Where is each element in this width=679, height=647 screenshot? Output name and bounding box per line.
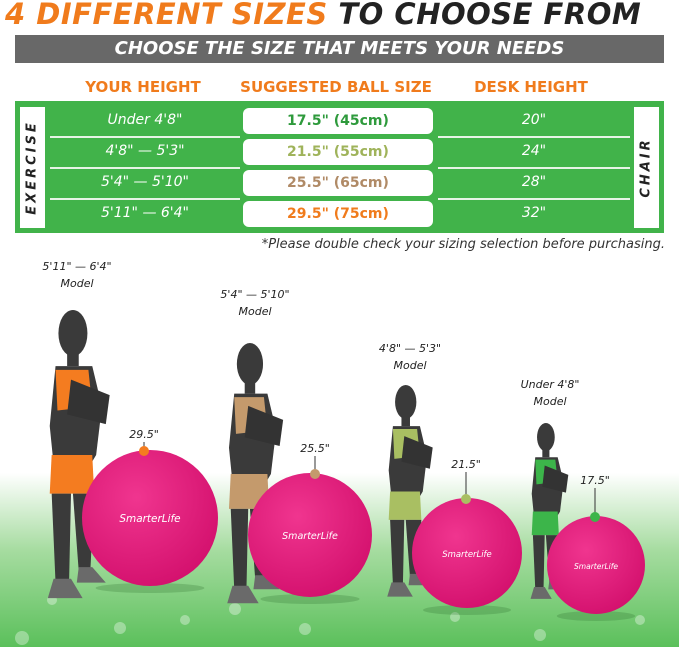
ball-size-marker bbox=[461, 494, 471, 504]
height-cell: 5'4" — 5'10" bbox=[100, 174, 189, 190]
table-row: Under 4'8" 17.5" (45cm) 20" bbox=[15, 105, 664, 138]
model-label: Model bbox=[60, 277, 93, 290]
subtitle-bar: CHOOSE THE SIZE THAT MEETS YOUR NEEDS bbox=[15, 35, 664, 63]
height-cell: 5'11" — 6'4" bbox=[100, 205, 189, 221]
ball-shadow bbox=[423, 605, 511, 615]
exercise-ball bbox=[82, 450, 218, 586]
height-cell: Under 4'8" bbox=[107, 112, 183, 128]
ball-size-cell: 29.5" (75cm) bbox=[243, 201, 433, 227]
column-header-desk: DESK HEIGHT bbox=[474, 78, 588, 96]
ball-size-marker bbox=[590, 512, 600, 522]
ball-size-marker bbox=[310, 469, 320, 479]
chair-label-box: CHAIR bbox=[634, 107, 659, 228]
column-header-height: YOUR HEIGHT bbox=[85, 78, 201, 96]
desk-height-cell: 20" bbox=[521, 112, 547, 128]
ball-shadow bbox=[260, 594, 360, 604]
table-row: 4'8" — 5'3" 21.5" (55cm) 24" bbox=[15, 136, 664, 169]
page-title: 4 DIFFERENT SIZES TO CHOOSE FROM bbox=[5, 0, 675, 31]
ball-shadow bbox=[95, 583, 205, 593]
ball-size-cell: 25.5" (65cm) bbox=[243, 170, 433, 196]
model-group: Under 4'8" Model SmarterLife 17.5" bbox=[521, 378, 645, 621]
models-illustration: 5'11" — 6'4" Model SmarterLife 29.5" 5'4… bbox=[0, 260, 679, 647]
sizing-note: *Please double check your sizing selecti… bbox=[261, 237, 665, 252]
desk-height-cell: 28" bbox=[521, 174, 547, 190]
title-rest: TO CHOOSE FROM bbox=[338, 0, 642, 31]
model-label: Model bbox=[393, 359, 426, 372]
row-divider bbox=[50, 136, 240, 138]
model-group: 5'11" — 6'4" Model SmarterLife 29.5" bbox=[42, 260, 218, 599]
row-divider bbox=[50, 198, 240, 200]
row-divider bbox=[50, 167, 240, 169]
size-table: EXERCISE CHAIR Under 4'8" 17.5" (45cm) 2… bbox=[15, 101, 664, 233]
model-silhouette bbox=[47, 310, 110, 599]
model-height-label: Under 4'8" bbox=[521, 378, 580, 391]
table-row: 5'11" — 6'4" 29.5" (75cm) 32" bbox=[15, 198, 664, 229]
ball-logo: SmarterLife bbox=[574, 562, 618, 571]
title-highlight: 4 DIFFERENT SIZES bbox=[5, 0, 328, 31]
model-height-label: 4'8" — 5'3" bbox=[379, 342, 441, 355]
ball-size-label: 21.5" bbox=[451, 458, 481, 471]
exercise-label-box: EXERCISE bbox=[20, 107, 45, 228]
model-group: 5'4" — 5'10" Model SmarterLife 25.5" bbox=[220, 288, 372, 604]
model-label: Model bbox=[238, 305, 271, 318]
ball-shadow bbox=[556, 611, 636, 621]
ball-size-label: 17.5" bbox=[580, 474, 610, 487]
ball-size-label: 29.5" bbox=[129, 428, 159, 441]
model-group: 4'8" — 5'3" Model SmarterLife 21.5" bbox=[379, 342, 522, 615]
desk-height-cell: 32" bbox=[521, 205, 547, 221]
ball-size-cell: 17.5" (45cm) bbox=[243, 108, 433, 134]
row-divider bbox=[438, 136, 630, 138]
ball-logo: SmarterLife bbox=[119, 513, 180, 525]
row-divider bbox=[438, 198, 630, 200]
exercise-ball bbox=[412, 498, 522, 608]
model-height-label: 5'11" — 6'4" bbox=[42, 260, 111, 273]
ball-size-label: 25.5" bbox=[300, 442, 330, 455]
desk-height-cell: 24" bbox=[521, 143, 547, 159]
exercise-ball bbox=[248, 473, 372, 597]
ball-size-cell: 21.5" (55cm) bbox=[243, 139, 433, 165]
ball-logo: SmarterLife bbox=[442, 549, 491, 559]
table-row: 5'4" — 5'10" 25.5" (65cm) 28" bbox=[15, 167, 664, 200]
ball-logo: SmarterLife bbox=[282, 531, 338, 542]
ball-size-marker bbox=[139, 446, 149, 456]
column-header-ball: SUGGESTED BALL SIZE bbox=[240, 78, 432, 96]
height-cell: 4'8" — 5'3" bbox=[105, 143, 185, 159]
model-height-label: 5'4" — 5'10" bbox=[220, 288, 289, 301]
row-divider bbox=[438, 167, 630, 169]
exercise-ball bbox=[547, 516, 645, 614]
model-label: Model bbox=[533, 395, 566, 408]
